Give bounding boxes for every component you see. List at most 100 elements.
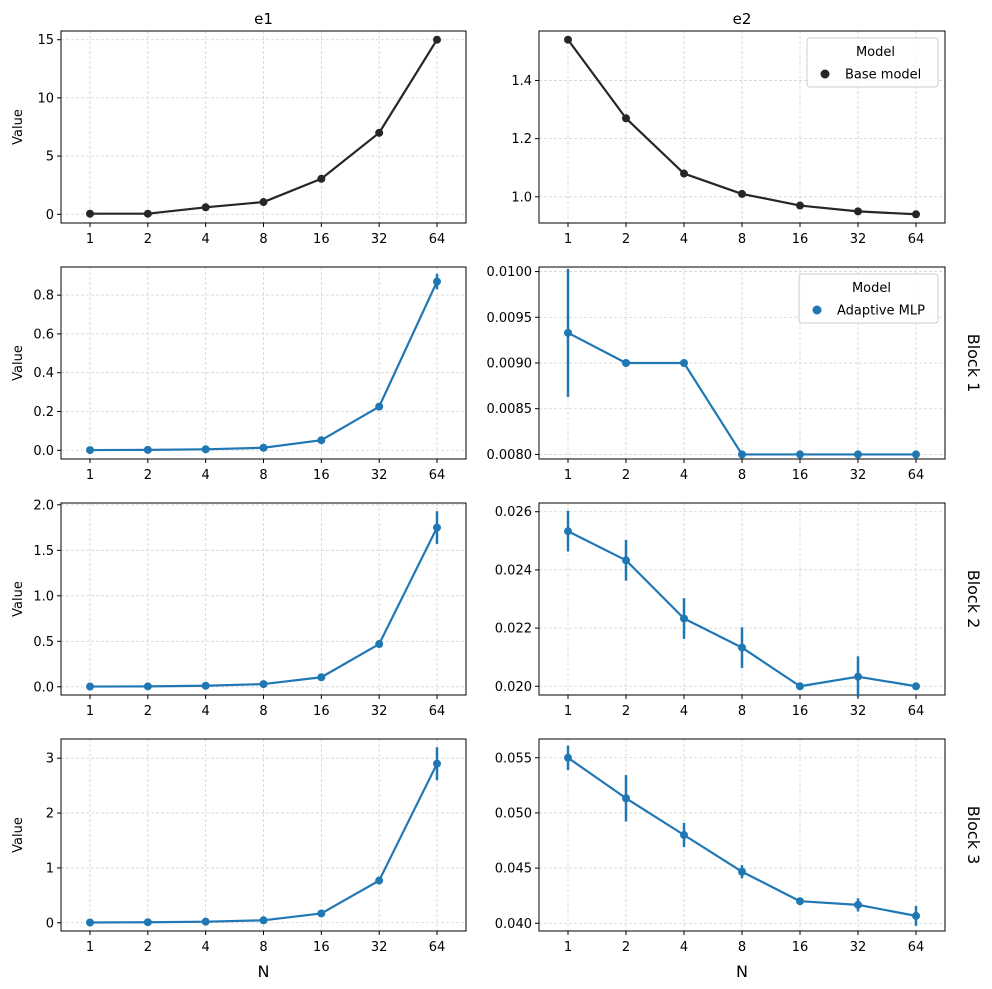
data-point [622,556,630,565]
y-tick-label: 5 [46,150,54,165]
x-tick-label: 16 [792,940,809,955]
x-tick-label: 1 [86,940,94,955]
x-tick-label: 2 [144,232,152,247]
x-tick-label: 64 [429,232,446,247]
x-tick-label: 4 [680,232,688,247]
y-tick-label: 0.0085 [487,402,533,417]
x-tick-label: 1 [564,940,572,955]
legend-title: Model [852,281,891,296]
y-tick-label: 0 [46,208,54,223]
x-axis-label: N [736,962,748,981]
subplot-r1-c1: 1 2 4 8 16 32 64 0.0080 0.0085 0.0090 0.0095 0.0100… [487,265,984,483]
data-point [317,909,326,918]
x-tick-label: 2 [622,940,630,955]
x-tick-label: 32 [371,704,388,719]
data-point [259,443,268,452]
data-point [622,794,630,803]
data-point [317,174,326,183]
x-tick-label: 4 [202,468,210,483]
x-tick-label: 64 [908,468,925,483]
data-point [201,917,210,926]
y-tick-label: 1.4 [511,74,532,89]
x-tick-label: 1 [86,704,94,719]
y-tick-label: 0.045 [495,862,532,877]
data-point [86,682,94,691]
y-tick-label: 1.0 [511,190,532,205]
data-point [375,402,384,411]
data-point [433,277,441,286]
data-point [796,201,804,210]
y-tick-label: 2.0 [33,498,54,513]
data-point [143,918,152,927]
x-tick-label: 32 [371,468,388,483]
x-tick-label: 2 [622,704,630,719]
y-tick-label: 0.0100 [487,265,533,280]
subplot-r2-c0: 1 2 4 8 16 32 64 0.0 0.5 1.0 1.5 2.0 Value Block 2 [11,498,983,719]
x-tick-label: 32 [371,940,388,955]
data-point [86,446,94,455]
x-tick-label: 16 [792,468,809,483]
legend-marker [820,69,830,79]
data-point [317,673,326,682]
y-tick-label: 0.4 [33,366,54,381]
x-tick-label: 8 [259,468,267,483]
x-tick-label: 8 [738,704,746,719]
data-point [738,867,746,876]
x-tick-label: 32 [850,940,867,955]
data-point [259,916,268,925]
x-tick-label: 16 [792,704,809,719]
x-tick-label: 64 [429,940,446,955]
subplot-title: e1 [254,10,273,28]
data-point [259,680,268,689]
y-tick-label: 0.0090 [487,357,533,372]
y-tick-label: 3 [46,752,54,767]
y-tick-label: 0.050 [495,806,532,821]
subplot-r3-c0: 1 2 4 8 16 32 64 0 1 2 3 Value N Block 3 [11,738,983,981]
x-tick-label: 64 [908,704,925,719]
x-tick-label: 16 [792,232,809,247]
x-tick-label: 32 [850,468,867,483]
data-point [796,450,804,459]
row-label: Block 2 [964,570,983,629]
legend: Model Base model [806,37,939,88]
y-axis-label: Value [11,345,26,381]
y-tick-label: 0.0 [33,444,54,459]
y-tick-label: 0.040 [495,917,532,932]
data-point [738,643,746,652]
data-point [201,681,210,690]
x-tick-label: 8 [738,232,746,247]
y-tick-label: 0.026 [495,505,532,520]
data-point [317,436,326,445]
x-tick-label: 1 [564,232,572,247]
data-point [564,753,572,762]
legend-label: Base model [845,68,921,83]
data-point [796,897,804,906]
data-point [259,198,268,207]
data-point [854,672,862,681]
y-tick-label: 0.024 [495,563,532,578]
y-tick-label: 1.2 [511,132,532,147]
x-tick-label: 64 [908,232,925,247]
legend-marker [812,305,822,315]
x-tick-label: 2 [144,468,152,483]
x-tick-label: 1 [564,468,572,483]
x-tick-label: 16 [313,940,330,955]
x-tick-label: 1 [86,468,94,483]
x-tick-label: 2 [622,232,630,247]
x-tick-label: 4 [202,940,210,955]
y-axis-label: Value [11,581,26,617]
data-point [680,169,688,178]
legend: Model Adaptive MLP [798,273,939,324]
data-point [86,918,94,927]
y-tick-label: 0.6 [33,327,54,342]
data-point [912,210,920,219]
x-tick-label: 8 [738,940,746,955]
x-tick-label: 4 [202,232,210,247]
legend-title: Model [856,45,895,60]
subplot-r3-c1: 1 2 4 8 16 32 64 0.040 0.045 0.050 0.055 N [495,738,946,981]
data-point [738,450,746,459]
data-point [912,682,920,691]
x-tick-label: 32 [850,704,867,719]
data-point [375,640,384,649]
